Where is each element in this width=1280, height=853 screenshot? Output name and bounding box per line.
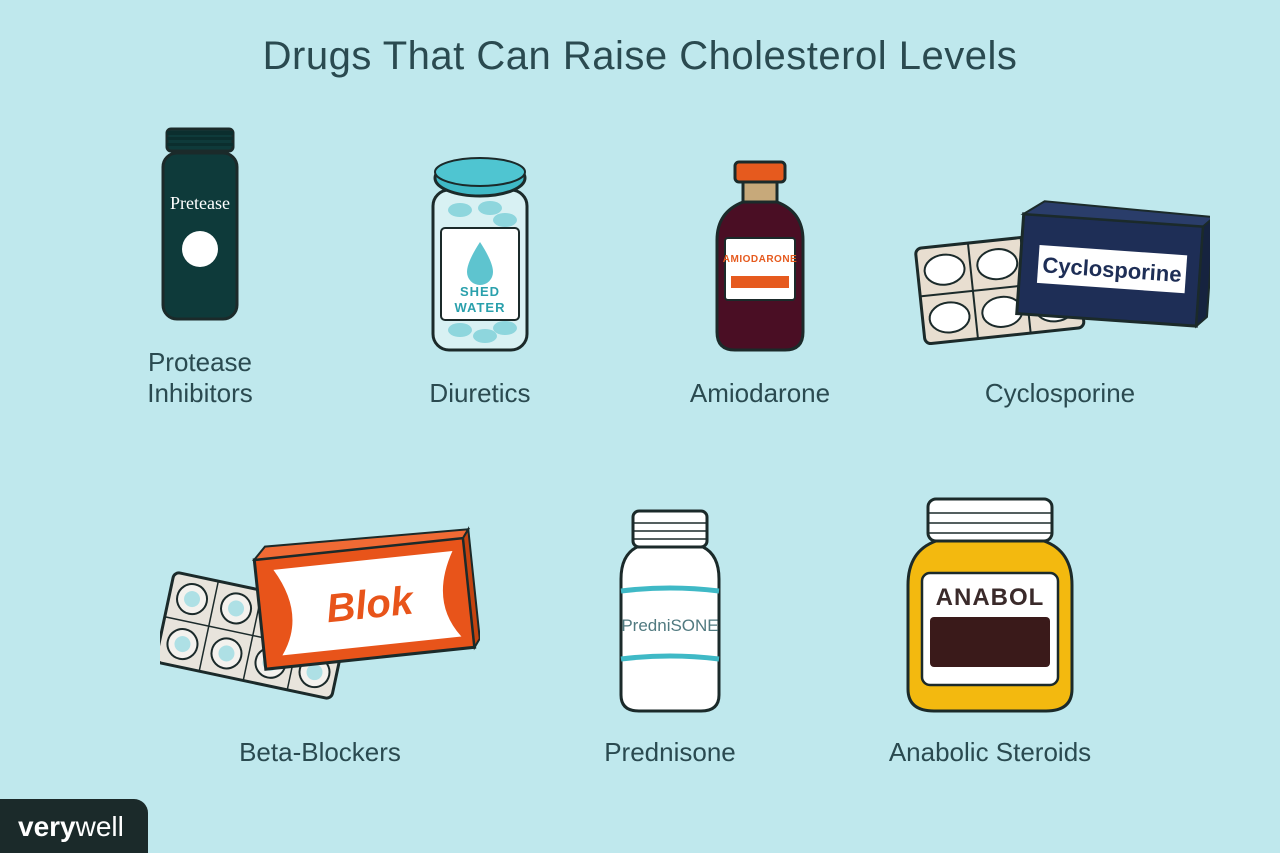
anabolic-package-label: ANABOL [936,584,1045,611]
diuretics-label-1: SHED [460,284,500,299]
betablockers-package-label: Blok [324,579,417,632]
item-amiodarone: AMIODARONE Amiodarone [630,109,890,409]
amiodarone-package-label: AMIODARONE [723,254,797,265]
cyclosporine-icon: Cyclosporine [910,140,1210,360]
betablockers-icon: Blok [160,499,480,719]
amiodarone-icon: AMIODARONE [695,140,825,360]
caption-amiodarone: Amiodarone [690,378,830,409]
row-2: Blok Beta-Blockers PredniSONE Prednisone [0,449,1280,768]
item-anabolic: ANABOL Anabolic Steroids [860,499,1120,768]
caption-diuretics: Diuretics [429,378,530,409]
brand-logo: verywell [0,799,148,853]
logo-light: well [76,811,124,842]
caption-betablockers: Beta-Blockers [239,737,401,768]
caption-prednisone: Prednisone [604,737,736,768]
prednisone-icon: PredniSONE [595,499,745,719]
item-cyclosporine: Cyclosporine Cyclosporine [910,109,1210,409]
page-title: Drugs That Can Raise Cholesterol Levels [0,0,1280,79]
item-betablockers: Blok Beta-Blockers [160,499,480,768]
diuretics-icon: SHED WATER [405,140,555,360]
caption-cyclosporine: Cyclosporine [985,378,1135,409]
prednisone-package-label: PredniSONE [621,616,718,635]
protease-icon: Pretease [145,109,255,329]
caption-anabolic: Anabolic Steroids [889,737,1091,768]
logo-bold: very [18,811,76,842]
row-1: Pretease ProteaseInhibitors [0,79,1280,449]
protease-package-label: Pretease [170,193,230,213]
item-protease: Pretease ProteaseInhibitors [70,109,330,409]
item-prednisone: PredniSONE Prednisone [540,499,800,768]
item-diuretics: SHED WATER Diuretics [350,109,610,409]
anabolic-icon: ANABOL [890,499,1090,719]
diuretics-label-2: WATER [455,300,506,315]
caption-protease: ProteaseInhibitors [147,347,253,409]
